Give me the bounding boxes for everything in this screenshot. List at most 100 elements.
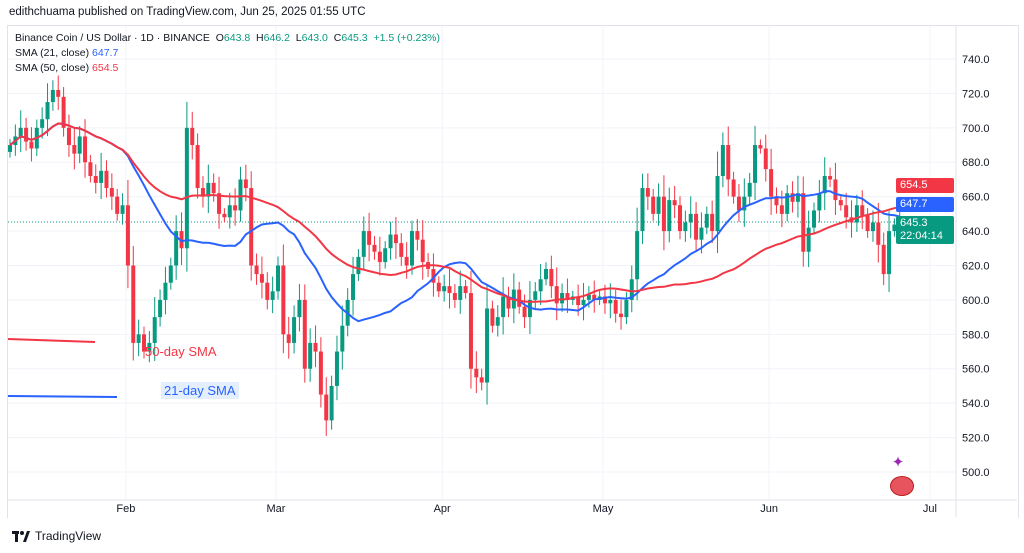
candle-up <box>356 256 361 275</box>
candle-up <box>501 296 506 318</box>
candle-up <box>812 210 816 228</box>
candle-down <box>249 188 254 266</box>
candle-down <box>801 193 806 252</box>
candle-down <box>302 299 307 369</box>
chart-legend: Binance Coin / US Dollar · 1D · BINANCE … <box>15 31 440 76</box>
candle-down <box>431 268 436 283</box>
candle-up <box>635 231 640 280</box>
candle-down <box>694 213 699 240</box>
candle-down <box>463 286 468 294</box>
candle-down <box>56 89 61 97</box>
candle-down <box>377 251 382 263</box>
chart-frame <box>7 25 1019 518</box>
open-label: O <box>215 32 224 44</box>
candle-down <box>592 294 597 300</box>
candle-up <box>715 176 720 232</box>
candle-down <box>83 136 88 163</box>
candle-up <box>892 224 897 232</box>
x-tick-label: Feb <box>116 503 135 515</box>
candle-down <box>259 274 264 283</box>
sma21-price-tag: 647.7 <box>896 197 954 212</box>
candle-up <box>785 193 790 214</box>
candle-down <box>211 182 216 194</box>
candle-up <box>292 317 297 343</box>
candle-up <box>817 193 822 211</box>
candle-up <box>699 227 704 240</box>
candle-down <box>179 231 184 249</box>
candle-up <box>270 291 275 300</box>
candle-up <box>158 299 163 318</box>
candle-up <box>168 265 173 283</box>
candle-up <box>120 205 125 214</box>
candle-up <box>329 385 334 421</box>
candle-down <box>565 293 570 300</box>
candle-up <box>276 265 280 292</box>
candle-up <box>887 231 892 275</box>
tradingview-logo-icon <box>12 530 30 542</box>
candle-up <box>147 342 152 352</box>
candle-up <box>608 299 613 304</box>
y-tick-label: 660.0 <box>962 192 990 204</box>
candle-up <box>667 200 672 232</box>
candle-up <box>458 286 463 300</box>
y-tick-label: 540.0 <box>962 398 990 410</box>
candle-up <box>442 286 447 292</box>
candle-up <box>45 102 50 120</box>
candle-up <box>538 279 543 292</box>
candle-down <box>318 351 323 395</box>
flag-currency-icon[interactable] <box>890 476 914 496</box>
candle-up <box>334 351 339 386</box>
sma50-annotation: 50-day SMA <box>145 344 217 359</box>
candle-down <box>844 205 849 218</box>
candle-up <box>77 136 82 154</box>
candle-up <box>99 170 104 183</box>
candle-up <box>297 299 302 318</box>
x-tick-label: Jul <box>923 503 937 515</box>
candle-down <box>195 145 200 189</box>
symbol-row: Binance Coin / US Dollar · 1D · BINANCE … <box>15 31 440 46</box>
y-tick-label: 560.0 <box>962 364 990 376</box>
low-value: 643.0 <box>301 32 328 44</box>
sma50-row[interactable]: SMA (50, close) 654.5 <box>15 61 440 76</box>
candle-down <box>881 244 886 275</box>
y-tick-label: 600.0 <box>962 295 990 307</box>
candle-down <box>779 205 784 214</box>
candle-down <box>865 215 870 232</box>
candle-down <box>769 169 774 197</box>
candle-up <box>40 119 45 128</box>
candle-down <box>243 179 248 189</box>
candle-down <box>115 196 120 214</box>
candle-down <box>549 268 554 287</box>
symbol-title[interactable]: Binance Coin / US Dollar · 1D · BINANCE <box>15 32 210 44</box>
footer-brand[interactable]: TradingView <box>35 529 102 543</box>
candle-up <box>742 196 747 211</box>
sparkle-icon[interactable]: ✦ <box>891 454 905 471</box>
x-tick-label: Mar <box>267 503 286 515</box>
candle-up <box>581 299 586 306</box>
candle-down <box>29 141 34 149</box>
candle-down <box>190 127 195 146</box>
publisher-line: edithchuama published on TradingView.com… <box>9 6 366 18</box>
candle-up <box>747 182 752 197</box>
candle-up <box>560 293 565 304</box>
sma21-label: SMA (21, close) <box>15 47 90 59</box>
candle-up <box>238 179 243 211</box>
sma21-value: 647.7 <box>92 47 119 59</box>
open-value: 643.8 <box>223 32 251 44</box>
candle-down <box>436 282 441 292</box>
candle-down <box>217 193 222 214</box>
candle-down <box>838 200 843 206</box>
candle-up <box>806 227 811 252</box>
candle-down <box>522 306 527 318</box>
sma21-row[interactable]: SMA (21, close) 647.7 <box>15 46 440 61</box>
candle-down <box>651 196 656 214</box>
sma50-value: 654.5 <box>92 62 119 74</box>
low-label: L <box>295 32 302 44</box>
candle-up <box>340 325 345 352</box>
candle-down <box>61 96 66 128</box>
candle-down <box>93 176 98 183</box>
candle-down <box>554 286 559 304</box>
candle-down <box>876 222 881 245</box>
candle-up <box>656 196 661 214</box>
